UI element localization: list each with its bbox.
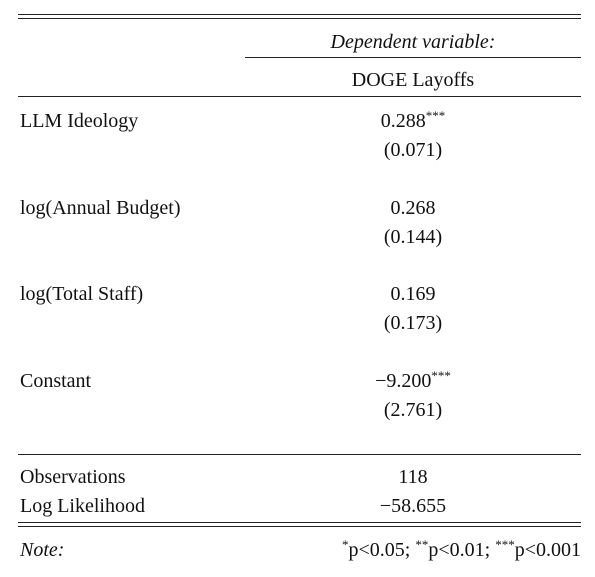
- top-rule: [18, 14, 581, 15]
- dependent-variable-label: Dependent variable:: [330, 31, 496, 53]
- note-threshold: p<0.01;: [428, 539, 491, 561]
- standard-error: (2.761): [383, 399, 443, 422]
- note-stars: *: [342, 537, 349, 552]
- significance-stars: ***: [431, 368, 451, 384]
- standard-error: (0.144): [383, 225, 443, 248]
- note-stars: **: [415, 537, 429, 552]
- estimate: −9.200***: [245, 369, 581, 393]
- stat-value: 118: [398, 466, 428, 488]
- estimate-value: 0.169: [390, 283, 436, 306]
- note-stars: ***: [495, 537, 515, 552]
- note-text: *p<0.05; **p<0.01; ***p<0.001: [342, 538, 581, 562]
- estimate-value: 0.268: [390, 196, 436, 219]
- estimate-value: −9.200: [375, 370, 432, 393]
- stats-rule: [18, 454, 581, 455]
- stat-value: −58.655: [379, 495, 447, 517]
- estimate: 0.288***: [245, 109, 581, 133]
- significance-stars: ***: [425, 108, 446, 123]
- estimate: 0.268: [245, 196, 581, 220]
- model-name: DOGE Layoffs: [351, 69, 475, 91]
- stat-label: Observations: [20, 466, 126, 488]
- estimate: 0.169: [245, 282, 581, 306]
- note-threshold: p<0.05;: [348, 539, 411, 561]
- standard-error: (0.173): [383, 312, 443, 335]
- bottom-rule: [18, 522, 581, 523]
- note-label: Note:: [20, 539, 65, 561]
- header-rule: [245, 57, 581, 58]
- stat-label: Log Likelihood: [20, 495, 145, 517]
- bottom-rule: [18, 526, 581, 527]
- row-label: log(Total Staff): [20, 283, 144, 306]
- row-label: Constant: [20, 370, 92, 393]
- standard-error: (0.071): [383, 139, 443, 161]
- header-rule: [18, 96, 581, 97]
- top-rule: [18, 18, 581, 19]
- row-label: log(Annual Budget): [20, 196, 181, 219]
- row-label: LLM Ideology: [20, 110, 139, 132]
- note-threshold: p<0.001: [514, 539, 581, 561]
- estimate-value: 0.288: [380, 110, 426, 132]
